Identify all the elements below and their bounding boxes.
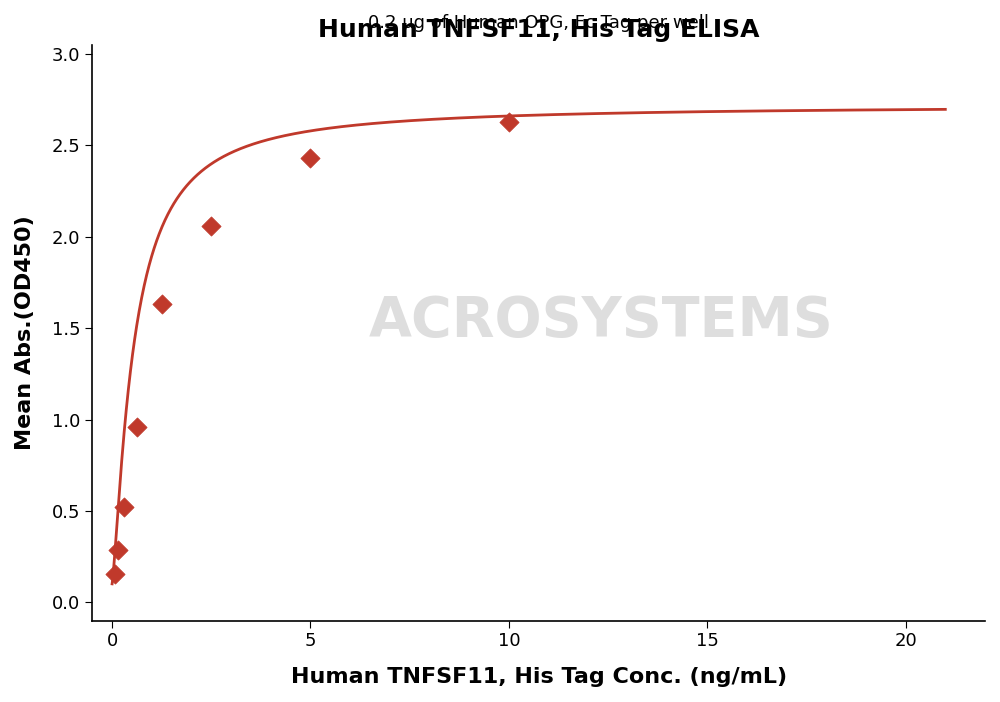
Text: ACROSYSTEMS: ACROSYSTEMS — [369, 294, 833, 348]
Title: Human TNFSF11, His Tag ELISA: Human TNFSF11, His Tag ELISA — [318, 18, 759, 41]
Point — [107, 569, 123, 580]
Text: 0.2 μg of Human OPG, Fc Tag per well: 0.2 μg of Human OPG, Fc Tag per well — [368, 14, 709, 32]
Y-axis label: Mean Abs.(OD450): Mean Abs.(OD450) — [15, 216, 35, 450]
Point — [110, 545, 126, 556]
Point — [501, 116, 517, 127]
Point — [129, 421, 145, 432]
Point — [302, 152, 318, 164]
Point — [203, 220, 219, 232]
X-axis label: Human TNFSF11, His Tag Conc. (ng/mL): Human TNFSF11, His Tag Conc. (ng/mL) — [291, 667, 787, 687]
Point — [154, 299, 170, 310]
Point — [116, 502, 132, 513]
